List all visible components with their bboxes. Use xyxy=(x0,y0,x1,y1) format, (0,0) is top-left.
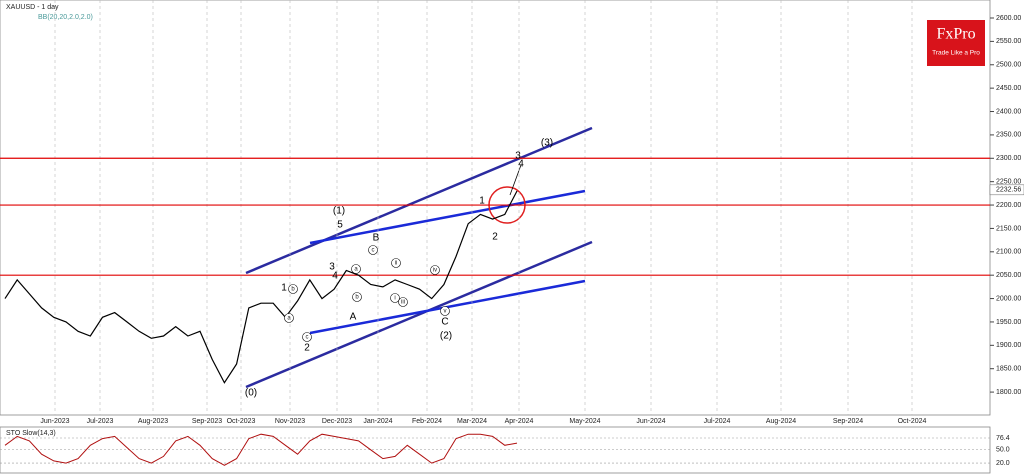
x-tick-label: Jun-2023 xyxy=(40,418,69,425)
circled-label: b xyxy=(355,295,359,301)
circled-marker xyxy=(398,297,408,307)
wave-label: B xyxy=(373,233,380,244)
y-tick-label: 2200.00 xyxy=(996,202,1021,209)
chart-title: XAUUSD - 1 day xyxy=(6,4,59,11)
trend-line-upper xyxy=(309,189,586,245)
x-tick-label: Apr-2024 xyxy=(505,418,534,425)
indicator-label: BB(20,20,2.0,2.0) xyxy=(38,14,93,21)
logo-name: FxPro xyxy=(936,26,975,43)
y-tick-label: 2100.00 xyxy=(996,249,1021,256)
circled-label: ii xyxy=(395,261,398,267)
y-tick-label: 2450.00 xyxy=(996,85,1021,92)
osc-tick-label: 50.0 xyxy=(996,447,1010,454)
circled-label: i xyxy=(394,296,395,302)
circled-marker xyxy=(302,332,312,342)
circled-marker xyxy=(440,306,450,316)
wave-label: 4 xyxy=(332,271,338,282)
wave-label: 1 xyxy=(281,283,287,294)
wave-label: 1 xyxy=(479,196,485,207)
circled-label: v xyxy=(444,309,447,315)
wave-label: 5 xyxy=(337,220,343,231)
x-tick-label: Jul-2024 xyxy=(704,418,731,425)
circled-label: a xyxy=(287,316,291,322)
circled-label: a xyxy=(354,267,358,273)
circled-label: iii xyxy=(401,300,405,306)
x-tick-label: Sep-2024 xyxy=(833,418,863,425)
circled-label: c xyxy=(372,248,375,254)
wave-label: (2) xyxy=(440,331,452,342)
wave-label: 4 xyxy=(518,159,524,170)
trend-lines xyxy=(245,126,593,389)
wave-label: 3 xyxy=(515,151,521,162)
osc-tick-label: 20.0 xyxy=(996,460,1010,467)
x-tick-label: Oct-2024 xyxy=(898,418,927,425)
x-tick-label: Jun-2024 xyxy=(636,418,665,425)
x-tick-label: Aug-2024 xyxy=(766,418,796,425)
x-tick-label: Oct-2023 xyxy=(227,418,256,425)
logo-box xyxy=(927,20,985,66)
x-tick-label: Feb-2024 xyxy=(412,418,442,425)
last-price-label: 2232.56 xyxy=(996,187,1021,194)
x-tick-label: Sep-2023 xyxy=(192,418,222,425)
logo: FxPro Trade Like a Pro xyxy=(927,20,985,66)
wave-label: (3) xyxy=(541,138,553,149)
y-tick-label: 1800.00 xyxy=(996,389,1021,396)
y-tick-label: 2050.00 xyxy=(996,272,1021,279)
y-tick-label: 2500.00 xyxy=(996,62,1021,69)
wave-label: A xyxy=(350,312,357,323)
osc-title: STO Slow(14,3) xyxy=(6,430,56,437)
y-tick-label: 2400.00 xyxy=(996,108,1021,115)
x-tick-label: May-2024 xyxy=(569,418,600,425)
x-tick-label: Dec-2023 xyxy=(322,418,352,425)
wave-label: C xyxy=(441,317,448,328)
y-tick-label: 2300.00 xyxy=(996,155,1021,162)
last-price-box xyxy=(989,184,1024,196)
circled-marker xyxy=(288,284,298,294)
wave-label: 2 xyxy=(492,232,498,243)
x-tick-label: Mar-2024 xyxy=(457,418,487,425)
y-tick-label: 1950.00 xyxy=(996,319,1021,326)
circled-marker xyxy=(390,293,400,303)
circled-marker xyxy=(351,264,361,274)
circled-label: iv xyxy=(433,268,437,274)
circled-marker xyxy=(368,245,378,255)
y-tick-label: 2250.00 xyxy=(996,179,1021,186)
y-tick-label: 2600.00 xyxy=(996,15,1021,22)
y-tick-label: 1900.00 xyxy=(996,342,1021,349)
price-line xyxy=(4,190,518,384)
circled-marker xyxy=(391,258,401,268)
wave-label: (0) xyxy=(245,388,257,399)
circled-label: b xyxy=(291,287,295,293)
logo-tagline: Trade Like a Pro xyxy=(932,50,980,57)
channel-bottom xyxy=(245,240,593,389)
y-tick-label: 2350.00 xyxy=(996,132,1021,139)
y-tick-label: 2550.00 xyxy=(996,38,1021,45)
wave-label: 2 xyxy=(304,343,310,354)
x-tick-label: Aug-2023 xyxy=(138,418,168,425)
x-tick-label: Jul-2023 xyxy=(87,418,114,425)
y-tick-label: 2150.00 xyxy=(996,225,1021,232)
y-tick-label: 2000.00 xyxy=(996,295,1021,302)
wave-label: (1) xyxy=(333,206,345,217)
circled-label: c xyxy=(306,335,309,341)
circled-marker xyxy=(352,292,362,302)
x-tick-label: Jan-2024 xyxy=(363,418,392,425)
circled-marker xyxy=(430,265,440,275)
y-tick-label: 1850.00 xyxy=(996,366,1021,373)
circled-marker xyxy=(284,313,294,323)
wave-label: 3 xyxy=(329,262,335,273)
channel-top xyxy=(245,126,593,275)
x-tick-label: Nov-2023 xyxy=(275,418,305,425)
osc-line xyxy=(4,433,518,466)
osc-tick-label: 76.4 xyxy=(996,435,1010,442)
